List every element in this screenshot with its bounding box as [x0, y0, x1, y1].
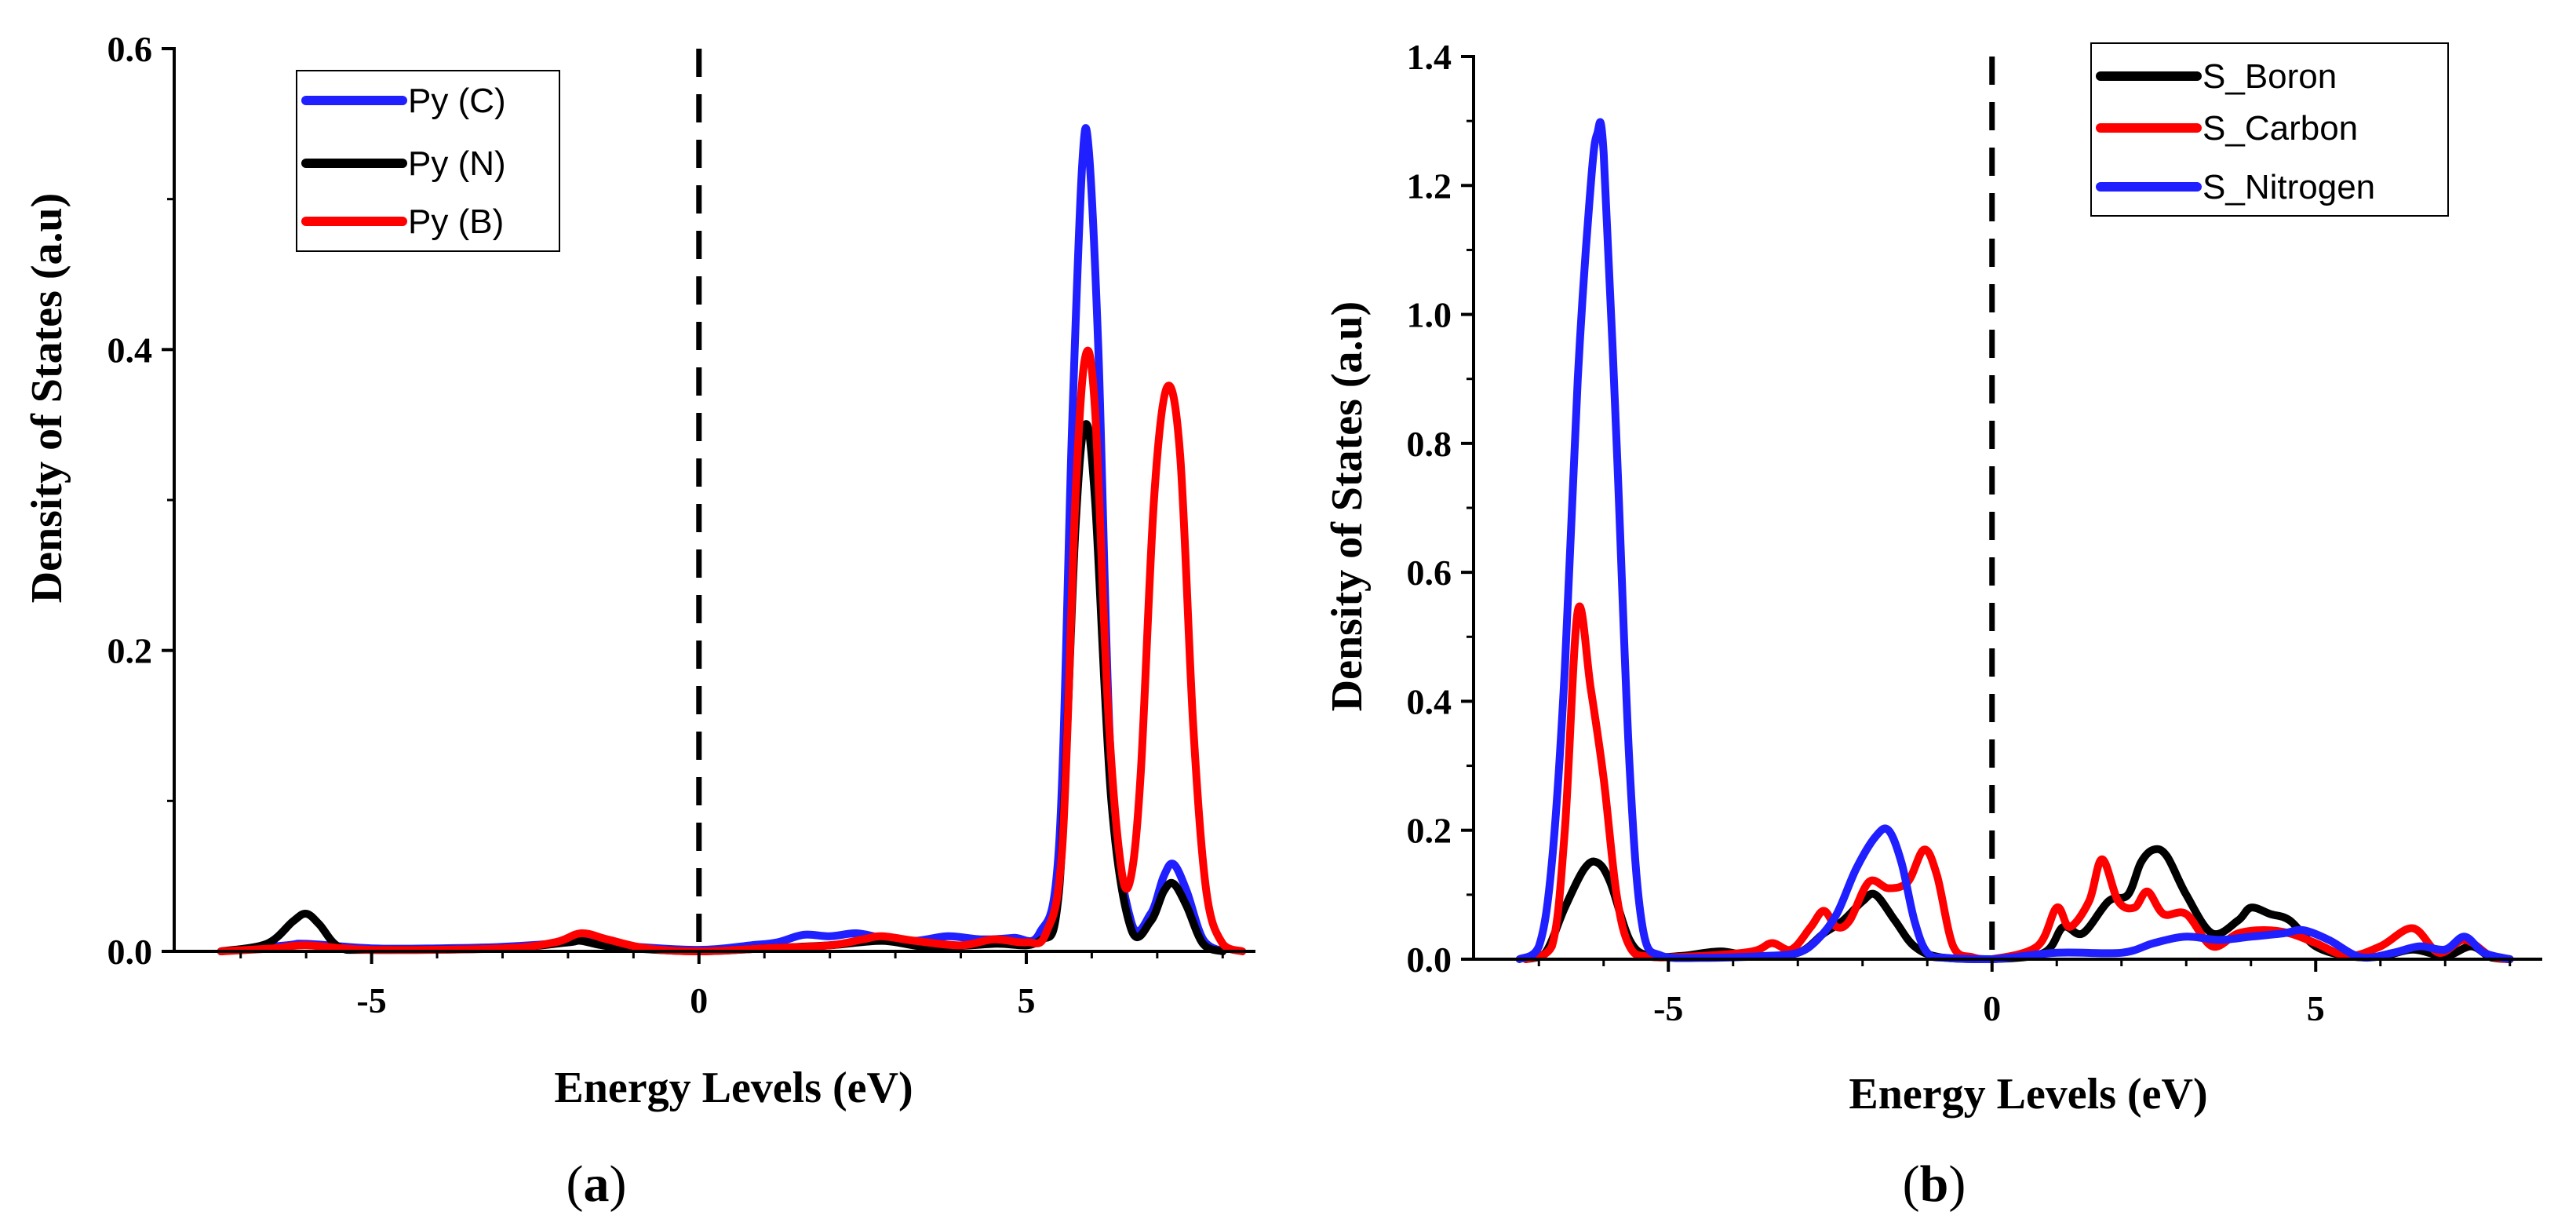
panel-a-label-letter: a: [584, 1155, 610, 1213]
panel-a-legend-label: Py (C): [408, 82, 506, 120]
panel-b-y-tick-label: 0.0: [1407, 940, 1452, 980]
panel-b-series-s-boron: [1521, 845, 2514, 963]
panel-b-y-tick-label: 0.2: [1407, 811, 1452, 851]
panel-a-label: (a): [567, 1155, 627, 1213]
panel-b-label: (b): [1903, 1155, 1966, 1213]
panel-b-series-s-carbon: [1521, 602, 2514, 963]
panel-b-series-s-nitrogen: [1515, 118, 2514, 963]
panel-b-legend: S_Boron S_Carbon S_Nitrogen: [2090, 42, 2449, 217]
panel-a-series-py-b-: [217, 346, 1247, 955]
panel-a-x-axis-label: Energy Levels (eV): [554, 1064, 913, 1112]
panel-b: -5 0 5 0.0 0.2 0.4 0.6 0.8 1.0 1.2 1.4 Energy Leve…: [1323, 37, 2542, 1213]
panel-b-y-tick-label: 1.0: [1407, 295, 1452, 335]
panel-b-legend-label: S_Boron: [2203, 57, 2337, 96]
panel-a-y-tick-label: 0.6: [107, 29, 153, 69]
panel-b-ticks: -5 0 5 0.0 0.2 0.4 0.6 0.8 1.0 1.2 1.4: [1407, 37, 2512, 1028]
panel-b-legend-label: S_Nitrogen: [2203, 168, 2375, 206]
panel-a-x-tick-label: 0: [690, 980, 708, 1020]
panel-b-y-axis-label: Density of States (a.u): [1323, 301, 1372, 712]
panel-b-y-tick-label: 0.6: [1407, 553, 1452, 593]
panel-a-x-tick-label: -5: [356, 980, 386, 1020]
panel-b-x-tick-label: -5: [1653, 988, 1683, 1028]
panel-b-legend-label: S_Carbon: [2203, 109, 2358, 148]
panel-b-label-letter: b: [1920, 1155, 1949, 1213]
panel-b-y-tick-label: 1.4: [1407, 37, 1452, 77]
panel-a: -5 0 5 0.0 0.2 0.4 0.6 Energy Levels (eV) Dens…: [23, 29, 1255, 1213]
panel-a-y-tick-label: 0.4: [107, 330, 153, 370]
panel-b-y-tick-label: 0.4: [1407, 681, 1452, 721]
panel-b-x-tick-label: 5: [2307, 988, 2325, 1028]
panel-a-x-tick-label: 5: [1017, 980, 1035, 1020]
panel-a-ticks: -5 0 5 0.0 0.2 0.4 0.6: [107, 29, 1224, 1020]
panel-b-x-axis-label: Energy Levels (eV): [1849, 1070, 2207, 1119]
panel-a-legend-label: Py (N): [408, 144, 506, 183]
panel-a-y-tick-label: 0.2: [107, 631, 153, 671]
panel-b-y-tick-label: 1.2: [1407, 166, 1452, 206]
panel-a-y-axis-label: Density of States (a.u): [23, 193, 71, 604]
panel-b-y-tick-label: 0.8: [1407, 424, 1452, 464]
panel-a-legend-label: Py (B): [408, 203, 504, 241]
panel-a-y-tick-label: 0.0: [107, 932, 153, 972]
panel-b-series-layer: [1515, 118, 2514, 963]
panel-b-x-tick-label: 0: [1983, 988, 2001, 1028]
panel-a-legend: Py (C) Py (N) Py (B): [296, 70, 560, 252]
